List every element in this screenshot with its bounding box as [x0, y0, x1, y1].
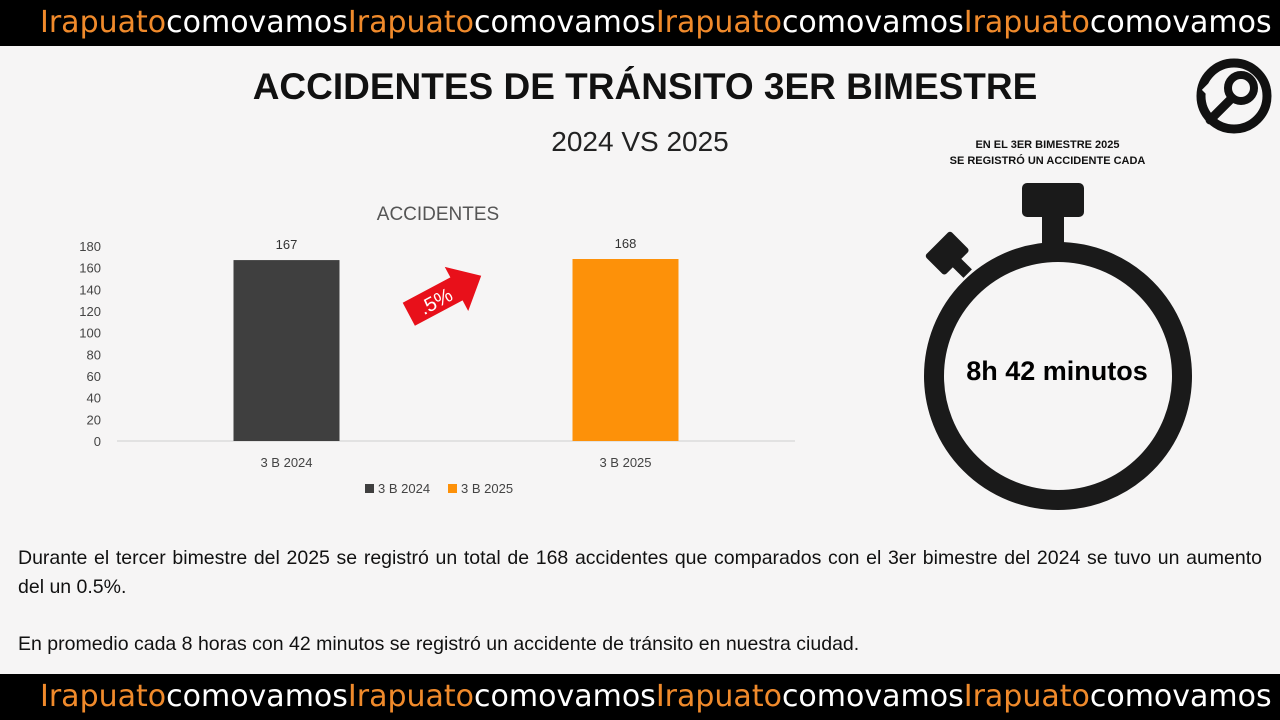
summary-paragraph: Durante el tercer bimestre del 2025 se r… [18, 547, 1262, 598]
y-tick-label: 80 [87, 347, 101, 362]
page-title: ACCIDENTES DE TRÁNSITO 3ER BIMESTRE [252, 66, 1038, 107]
page-subtitle: 2024 VS 2025 [551, 126, 729, 157]
banner-word: comovamos [474, 5, 656, 40]
stopwatch-value: 8h 42 minutos [966, 356, 1148, 386]
data-label: 168 [615, 236, 637, 251]
average-paragraph: En promedio cada 8 horas con 42 minutos … [18, 633, 860, 655]
banner-word: comovamos [1089, 5, 1272, 40]
data-label: 167 [276, 237, 298, 252]
banner-word: Irapuato [40, 5, 167, 40]
banner-word: comovamos [781, 5, 964, 40]
legend-label: 3 B 2025 [461, 481, 513, 496]
top-banner: IrapuatocomovamosIrapuatocomovamosIrapua… [0, 0, 1280, 46]
y-tick-label: 180 [79, 239, 101, 254]
banner-word: Irapuato [655, 679, 782, 714]
banner-word: Irapuato [347, 5, 475, 40]
banner-word: Irapuato [963, 679, 1090, 714]
y-tick-label: 20 [87, 412, 101, 427]
banner-word: comovamos [781, 679, 964, 714]
banner-word: Irapuato [963, 5, 1090, 40]
stopwatch-caption: EN EL 3ER BIMESTRE 2025 SE REGISTRÓ UN A… [905, 137, 1190, 169]
banner-word: comovamos [166, 679, 348, 714]
accidents-bar-chart: 0 20 40 60 80 100 120 140 160 180 167 3 B 2024 168 3 … [79, 236, 795, 496]
chart-title: ACCIDENTES [376, 204, 500, 225]
banner-text: IrapuatocomovamosIrapuatocomovamosIrapua… [40, 0, 1272, 46]
y-tick-label: 120 [79, 304, 101, 319]
banner-word: Irapuato [655, 5, 782, 40]
bottom-banner: IrapuatocomovamosIrapuatocomovamosIrapua… [0, 674, 1280, 720]
stopwatch-icon [924, 183, 1192, 510]
y-tick-label: 140 [79, 282, 101, 297]
stopwatch-caption-line2: SE REGISTRÓ UN ACCIDENTE CADA [949, 155, 1146, 167]
bar [233, 260, 340, 441]
legend-label: 3 B 2024 [378, 481, 430, 496]
up-right-arrow-icon: .5% [402, 266, 482, 326]
x-tick-label: 3 B 2024 [260, 455, 312, 470]
banner-text: IrapuatocomovamosIrapuatocomovamosIrapua… [40, 674, 1272, 720]
banner-word: Irapuato [347, 679, 475, 714]
y-tick-label: 0 [94, 434, 101, 449]
y-tick-label: 40 [87, 391, 101, 406]
stopwatch-caption-line1: EN EL 3ER BIMESTRE 2025 [975, 139, 1120, 151]
banner-word: comovamos [474, 679, 656, 714]
legend-swatch [448, 484, 457, 493]
y-tick-label: 60 [87, 369, 101, 384]
bar [572, 259, 679, 441]
x-tick-label: 3 B 2025 [599, 455, 651, 470]
banner-word: comovamos [166, 5, 348, 40]
y-tick-label: 160 [79, 261, 101, 276]
legend-swatch [365, 484, 374, 493]
brand-logo-icon [1196, 58, 1272, 134]
y-tick-label: 100 [79, 326, 101, 341]
banner-word: Irapuato [40, 679, 167, 714]
banner-word: comovamos [1089, 679, 1272, 714]
